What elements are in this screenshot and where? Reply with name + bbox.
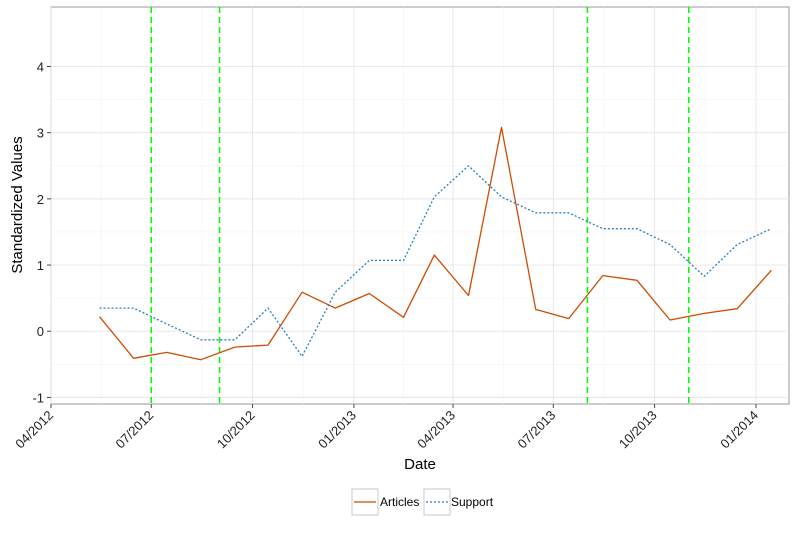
legend: Articles Support — [351, 488, 494, 516]
legend-label-support: Support — [451, 495, 494, 509]
legend-label-articles: Articles — [380, 495, 419, 509]
legend-key-support — [423, 488, 451, 516]
x-tick-label: 07/2013 — [515, 408, 559, 452]
y-axis: -1 0 1 2 3 4 — [32, 60, 51, 405]
x-tick-label: 07/2012 — [113, 408, 157, 452]
x-tick-label: 04/2013 — [414, 408, 458, 452]
x-tick-label: 01/2014 — [717, 408, 761, 452]
plot-panel — [50, 6, 790, 405]
x-axis: 04/2012 07/2012 10/2012 01/2013 04/2013 07/20… — [12, 404, 761, 451]
x-tick-label: 10/2013 — [616, 408, 660, 452]
x-axis-title: Date — [404, 456, 436, 473]
y-tick-label: 3 — [37, 126, 44, 141]
y-tick-label: 0 — [37, 324, 44, 339]
y-tick-label: 1 — [37, 258, 44, 273]
series-line-support — [99, 165, 772, 358]
y-tick-label: -1 — [32, 390, 44, 405]
series-line-articles — [98, 126, 772, 361]
event-lines — [150, 7, 690, 404]
x-tick-label: 01/2013 — [315, 408, 359, 452]
x-tick-label: 10/2012 — [214, 408, 258, 452]
y-tick-label: 2 — [37, 192, 44, 207]
series-lines — [98, 126, 772, 361]
y-axis-title: Standardized Values — [9, 136, 26, 273]
y-tick-label: 4 — [37, 60, 44, 75]
grid — [50, 7, 789, 404]
x-tick-label: 04/2012 — [12, 408, 56, 452]
